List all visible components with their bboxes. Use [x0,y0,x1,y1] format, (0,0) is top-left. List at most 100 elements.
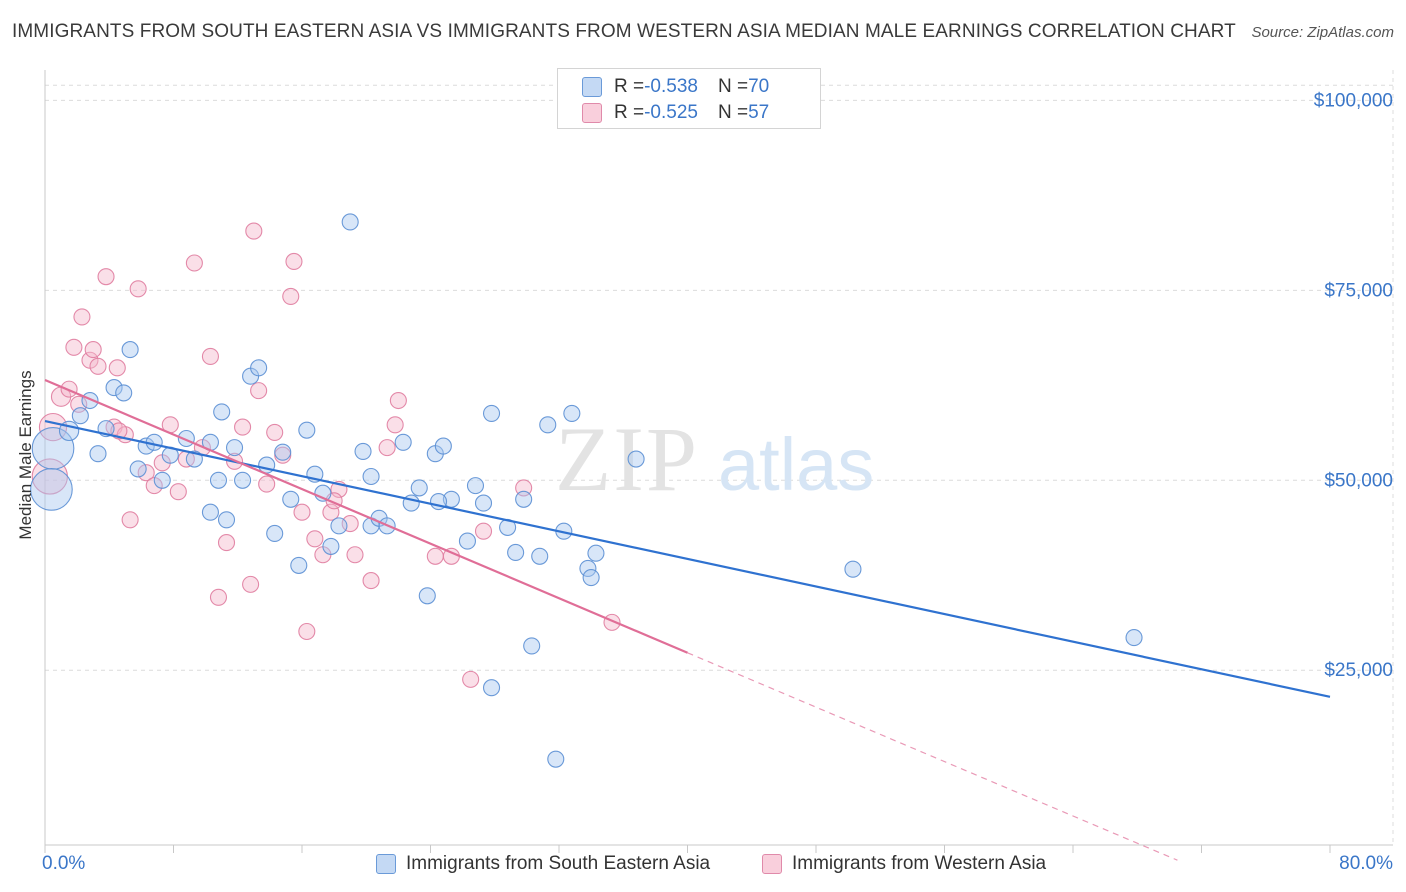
legend: Immigrants from South Eastern Asia Immig… [0,850,1406,880]
data-point [73,308,91,326]
data-point [298,421,316,439]
data-point [426,547,444,565]
data-point [362,572,380,590]
data-point [293,503,311,521]
data-point [306,530,324,548]
data-point [217,534,236,552]
data-point [242,575,260,593]
data-point [121,511,139,529]
data-point [507,543,525,562]
data-point [322,537,340,555]
x-tick-label-end: 80.0% [1339,853,1393,874]
data-point [354,442,372,460]
stats-row-western-asia: R = -0.525 N = 57 [582,102,769,124]
data-point [84,341,102,359]
series-western-asia-points [31,222,621,688]
data-point [539,416,557,434]
trend-lines [44,378,1331,861]
legend-swatch-pink [762,854,782,874]
data-point [378,439,396,457]
r-label: R = [614,76,645,97]
legend-swatch-blue [376,854,396,874]
data-point [153,471,171,489]
stats-row-south-eastern-asia: R = -0.538 N = 70 [582,76,769,98]
stats-swatch-blue [582,77,602,97]
data-point [547,750,565,768]
data-point [389,391,407,410]
data-point [234,418,252,436]
data-point [108,359,126,377]
data-point [201,503,219,521]
n-label: N = [717,76,749,97]
data-point [89,357,107,375]
data-point [234,471,252,489]
data-point [217,511,236,529]
data-point [341,213,359,231]
watermark-zip: ZIP [555,408,699,510]
legend-item-south-eastern-asia[interactable]: Immigrants from South Eastern Asia [376,853,710,875]
data-point [386,416,404,434]
data-point [290,556,308,574]
data-point [474,522,493,540]
trend-line-western-asia-extension [687,652,1178,861]
data-point [245,222,263,240]
data-point [523,637,541,655]
data-point [266,524,284,543]
data-point [250,359,268,377]
data-point [225,439,244,457]
data-point [1125,629,1143,647]
data-point [563,404,581,422]
data-point [282,490,300,508]
data-point [209,471,228,489]
data-point [346,546,364,564]
data-point [105,379,123,397]
r-label: R = [614,102,645,123]
n-value: 70 [748,76,770,97]
data-point [330,517,348,535]
data-point [201,347,219,365]
tick-labels: $25,000 $50,000 $75,000 $100,000 0.0% 80.0% [42,90,1393,874]
data-point [322,503,340,521]
data-point [579,559,597,577]
data-point [137,464,155,482]
data-point [434,437,452,455]
data-point [250,382,268,400]
data-point [362,467,380,486]
data-point [266,423,284,441]
watermark: ZIP atlas [555,408,874,510]
data-point [129,460,147,478]
data-point [209,588,228,606]
data-point [515,490,533,508]
data-point [185,254,203,272]
data-point [115,384,133,402]
legend-label: Immigrants from Western Asia [792,853,1047,874]
data-point [482,404,501,422]
data-point [466,477,485,495]
legend-label: Immigrants from South Eastern Asia [406,853,711,874]
axes [44,70,1393,853]
data-point [410,479,428,497]
x-tick-label-start: 0.0% [42,853,85,874]
legend-item-western-asia[interactable]: Immigrants from Western Asia [762,853,1046,875]
data-point [462,670,480,688]
y-tick-label: $25,000 [1324,660,1393,681]
data-point [627,450,645,468]
data-point [71,407,89,425]
data-point [258,475,276,493]
data-point [30,468,73,511]
data-point [844,560,862,578]
data-point [418,587,436,605]
data-point [394,433,412,451]
data-point [341,515,359,533]
data-point [282,287,300,305]
data-point [285,252,303,271]
r-value: -0.538 [644,76,698,97]
data-point [298,622,316,641]
data-point [169,483,187,501]
chart-title: IMMIGRANTS FROM SOUTH EASTERN ASIA VS IM… [12,21,1236,42]
y-tick-label: $50,000 [1324,470,1393,491]
r-value: -0.525 [644,102,698,123]
data-point [458,532,476,550]
data-point [129,280,147,298]
